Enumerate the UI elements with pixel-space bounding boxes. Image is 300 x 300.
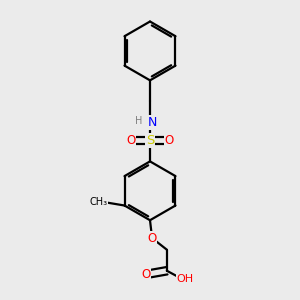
Text: CH₃: CH₃: [89, 197, 107, 207]
Text: O: O: [148, 232, 157, 244]
Text: O: O: [141, 268, 150, 281]
Text: O: O: [164, 134, 174, 147]
Text: O: O: [126, 134, 136, 147]
Text: S: S: [146, 134, 154, 147]
Text: H: H: [135, 116, 142, 126]
Text: OH: OH: [176, 274, 193, 284]
Text: N: N: [148, 116, 157, 129]
